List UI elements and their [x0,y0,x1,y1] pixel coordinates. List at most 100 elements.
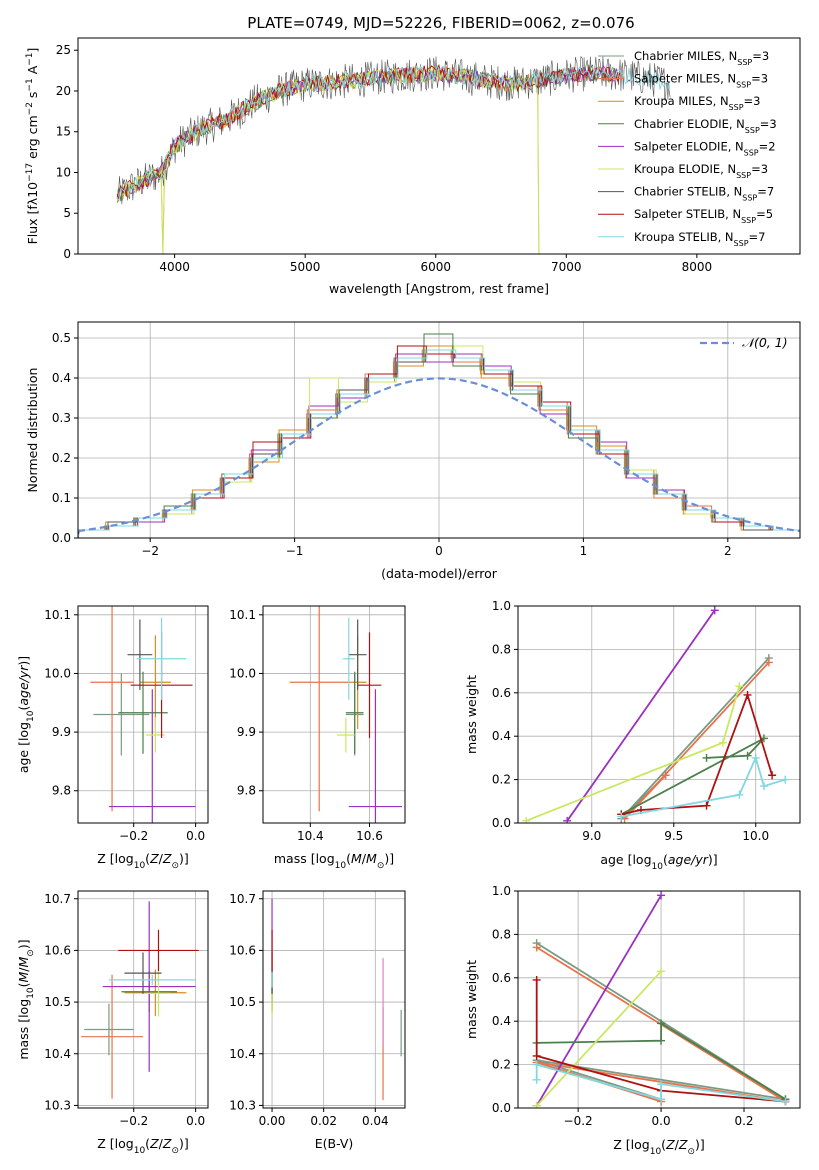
weight-line [535,894,662,1107]
grid [78,891,208,1108]
weight-marker [617,812,626,821]
weight-marker [743,690,752,699]
axes-frame [77,37,801,255]
x-tick-label: −1 [286,544,304,558]
weight-marker [657,1019,666,1028]
y-tick-label: 10.5 [229,995,256,1009]
y-tick-label: 10.0 [229,666,256,680]
weight-line [566,609,716,822]
x-tick-label: 0.0 [186,1114,205,1128]
y-tick-label: 9.8 [52,784,71,798]
weight-marker [764,658,773,667]
legend-entry: Salpeter ELODIE, NSSP=2 [634,139,776,157]
grid [78,606,208,823]
panel-residuals: −2 −1 0 1 2 0.0 0.1 0.2 0.3 0.4 0.5 𝒩(0, 1) (data-mo… [25,321,801,581]
histogram-series [78,345,799,538]
weight-line [536,1021,786,1101]
x-tick-label: −0.2 [564,1114,593,1128]
x-axis-label: Z [log10(Z/Z⊙)] [97,851,189,871]
x-tick-label: 0.04 [362,1114,389,1128]
weight-marker [522,816,531,823]
y-tick-label: 10.7 [229,892,256,906]
y-tick-label: 10.4 [229,1047,256,1061]
x-axis-label: Z [log10(Z/Z⊙)] [613,1137,705,1157]
axes-frame [77,605,209,824]
y-tick-label: 10.6 [44,943,71,957]
x-tick-label: −0.2 [119,829,148,843]
weight-marker [661,771,670,780]
axes-frame [262,890,406,1109]
axes: 10.4 10.6 9.8 9.9 10.0 10.1 mass [log10(M/M⊙)] [229,605,406,871]
plot-area [90,606,196,823]
panel-age-vs-Z: −0.2 0.0 9.8 9.9 10.0 10.1 Z [log10(Z/Z⊙)] age … [16,605,209,871]
x-tick-label: 10.4 [297,829,324,843]
y-axis-label: Flux [fλ10−17 erg cm−2 s−1 A−1] [25,48,40,245]
panel-mass-vs-Z: −0.2 0.0 10.3 10.4 10.5 10.6 10.7 Z [log10(Z/Z⊙… [16,890,209,1156]
weight-marker [657,967,666,976]
x-axis-label: mass [log10(M/M⊙)] [274,851,394,871]
legend-entry: Kroupa ELODIE, NSSP=3 [634,162,768,180]
x-tick-label: 2 [724,544,732,558]
weight-marker [532,1051,541,1060]
normal-curve [78,377,800,533]
y-tick-label: 10.3 [229,1098,256,1112]
grid [263,606,405,823]
weight-line [621,755,786,818]
y-tick-label: 10.5 [44,995,71,1009]
plot-area [289,606,403,823]
figure-title: PLATE=0749, MJD=52226, FIBERID=0062, z=0… [247,14,634,32]
weight-line [536,970,662,1107]
x-tick-label: −0.2 [119,1114,148,1128]
legend: Chabrier MILES, NSSP=3 Salpeter MILES, NS… [598,49,777,247]
weight-line [620,737,765,816]
x-tick-label: −2 [141,544,159,558]
panel-age-vs-mass: 10.4 10.6 9.8 9.9 10.0 10.1 mass [log10(M/M⊙)] [229,605,406,871]
axes-frame [517,890,801,1109]
x-tick-label: 0.2 [734,1114,753,1128]
weight-marker [532,1075,541,1084]
histogram-series [78,349,800,538]
legend-entry: 𝒩(0, 1) [742,335,788,350]
x-axis-label: E(B-V) [315,1136,354,1151]
y-tick-label: 0.0 [492,816,511,830]
weight-marker [532,943,541,952]
y-tick-label: 0.0 [52,531,71,545]
y-tick-label: 10 [56,165,71,179]
axes: 9.0 9.5 10.0 0.0 0.2 0.4 0.6 0.8 1.0 age [log10(a… [464,599,801,872]
y-tick-label: 1.0 [492,884,511,898]
x-tick-label: 10.6 [356,829,383,843]
axes: 0.00 0.02 0.04 10.3 10.4 10.5 10.6 10.7 E(B-V) [229,890,406,1151]
y-tick-label: 0.4 [492,729,511,743]
panel-weight-vs-age: 9.0 9.5 10.0 0.0 0.2 0.4 0.6 0.8 1.0 age [log10(a… [464,599,801,872]
weight-marker [781,775,790,784]
y-tick-label: 0.4 [52,371,71,385]
y-axis-label: Normed distribution [25,368,40,493]
weight-marker [563,816,572,823]
y-tick-label: 10.1 [44,608,71,622]
y-tick-label: 15 [56,125,71,139]
y-tick-label: 10.4 [44,1047,71,1061]
weight-marker [657,1095,666,1104]
axes: −0.2 0.0 9.8 9.9 10.0 10.1 Z [log10(Z/Z⊙)] age … [16,605,209,871]
y-tick-label: 0.5 [52,331,71,345]
y-tick-label: 0.2 [492,1058,511,1072]
legend-entry: Kroupa STELIB, NSSP=7 [634,230,765,248]
panel-weight-vs-Z: −0.2 0.0 0.2 0.0 0.2 0.4 0.6 0.8 1.0 Z [log10(Z/Z… [464,884,801,1157]
weight-marker [532,1060,541,1069]
legend-entry: Kroupa MILES, NSSP=3 [634,94,760,112]
legend-entry: Chabrier STELIB, NSSP=7 [634,185,774,203]
y-axis-label: age [log10(age/yr)] [16,656,36,773]
panel-spectrum: 4000 5000 6000 7000 8000 0 5 10 15 20 25 wavelength… [25,37,801,296]
weight-marker [657,1036,666,1045]
y-tick-label: 0.8 [492,642,511,656]
y-tick-label: 0.8 [492,927,511,941]
y-tick-label: 0.0 [492,1101,511,1115]
weight-marker [718,738,727,747]
grid [263,891,405,1108]
spectrum-line [116,65,540,254]
y-tick-label: 0.6 [492,971,511,985]
y-tick-label: 5 [63,206,71,220]
spectrum-line [116,64,670,203]
x-axis-label: age [log10(age/yr)] [600,852,717,872]
